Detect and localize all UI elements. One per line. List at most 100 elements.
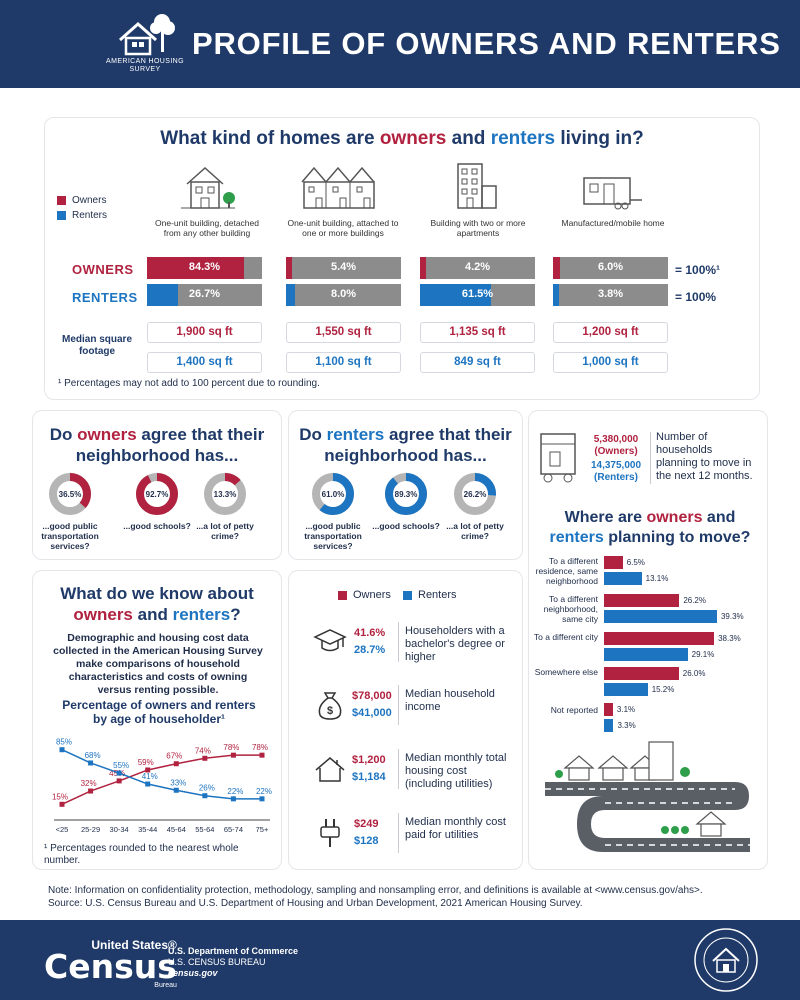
header-banner: AMERICAN HOUSING SURVEY PROFILE OF OWNER… bbox=[0, 0, 800, 88]
home-type-detached: One-unit building, detached from any oth… bbox=[147, 160, 267, 238]
owners-row-label: OWNERS bbox=[72, 262, 134, 277]
title-text: agree that their bbox=[136, 425, 265, 444]
title-text: and bbox=[702, 509, 736, 526]
donut-value: 26.2% bbox=[464, 490, 487, 499]
renters-data-label: 33% bbox=[170, 778, 186, 787]
apartment-building-icon bbox=[457, 163, 497, 209]
title-text: neighborhood has... bbox=[75, 446, 239, 465]
donut-label: ...good schools? bbox=[123, 521, 191, 531]
owners-move-bar bbox=[604, 703, 613, 716]
divider bbox=[398, 622, 399, 662]
moving-panel bbox=[528, 410, 768, 870]
renters-bar-value: 8.0% bbox=[330, 288, 357, 300]
title-text: living in? bbox=[555, 128, 644, 149]
home-type-label: One-unit building, detached from any oth… bbox=[155, 218, 259, 238]
donut-arc bbox=[204, 473, 246, 515]
owners-bar-value: 84.3% bbox=[188, 261, 221, 273]
renters-point bbox=[202, 793, 208, 799]
graduation-cap-icon bbox=[313, 629, 347, 652]
owners-data-label: 15% bbox=[52, 792, 68, 801]
title-text: neighborhood has... bbox=[324, 446, 487, 465]
renters-move-bar bbox=[604, 648, 688, 661]
owners-move-value: 3.1% bbox=[616, 705, 636, 714]
title-text: Do bbox=[299, 425, 327, 444]
renters-move-value: 39.3% bbox=[720, 612, 744, 621]
stat-label: Median monthly total housing cost (inclu… bbox=[405, 752, 507, 790]
stats-legend-owners: Owners bbox=[338, 589, 391, 601]
owners-move-bar bbox=[604, 556, 623, 569]
renters-moving-count: 14,375,000 (Renters) bbox=[583, 460, 649, 484]
x-tick-label: 25-29 bbox=[81, 825, 100, 834]
power-plug-icon bbox=[320, 819, 340, 847]
house-tree-logo-icon bbox=[119, 14, 175, 56]
donut-arc bbox=[136, 473, 178, 515]
ahs-logo: AMERICAN HOUSING SURVEY bbox=[70, 10, 220, 80]
renters-total: = 100% bbox=[675, 290, 717, 304]
owners-move-value: 26.0% bbox=[682, 669, 706, 678]
money-bag-icon: $ bbox=[318, 692, 342, 720]
owners-point bbox=[145, 767, 151, 773]
title-renters: renters bbox=[326, 425, 385, 444]
renters-bar-detached: 26.7% bbox=[147, 284, 262, 306]
owners-move-bar bbox=[604, 667, 679, 680]
legend-owners-label: Owners bbox=[72, 195, 107, 206]
owners-data-label: 67% bbox=[166, 752, 182, 761]
owners-total: = 100%¹ bbox=[675, 263, 721, 277]
sqft-label-line: Median square bbox=[61, 334, 133, 345]
home-type-apartments: Building with two or more apartments bbox=[418, 160, 538, 238]
divider bbox=[398, 813, 399, 853]
donut-value: 13.3% bbox=[214, 490, 237, 499]
title-owners: owners bbox=[379, 128, 447, 149]
chart-title-line: by age of householder¹ bbox=[92, 712, 225, 726]
logo-census: Census bbox=[44, 947, 177, 986]
title-renters: renters bbox=[490, 128, 556, 149]
home-type-label: Manufactured/mobile home bbox=[561, 218, 665, 228]
renters-data-label: 22% bbox=[256, 787, 272, 796]
count-tag: (Renters) bbox=[594, 472, 638, 483]
owners-sqft: 1,135 sq ft bbox=[420, 322, 535, 343]
renters-point bbox=[116, 770, 122, 776]
renters-bar-apartments: 61.5% bbox=[420, 284, 535, 306]
title-owners: owners bbox=[77, 425, 137, 444]
source-line: Source: U.S. Census Bureau and U.S. Depa… bbox=[48, 898, 583, 909]
know-panel bbox=[32, 570, 282, 870]
legend-renters-label: Renters bbox=[418, 589, 457, 601]
owners-bar-value: 6.0% bbox=[597, 261, 624, 273]
owners-bar-detached: 84.3% bbox=[147, 257, 262, 279]
legend-renters-label: Renters bbox=[72, 210, 108, 221]
renters-move-bar bbox=[604, 572, 642, 585]
census-logo: United States® Census Bureau bbox=[44, 938, 177, 989]
owners-bar-fill bbox=[420, 257, 426, 279]
donut-arc bbox=[454, 473, 496, 515]
logo-text-1: AMERICAN HOUSING bbox=[106, 58, 184, 65]
owners-sqft: 1,200 sq ft bbox=[553, 322, 668, 343]
owners-move-bar bbox=[604, 632, 715, 645]
title-renters: renters bbox=[172, 605, 231, 624]
renters-data-label: 41% bbox=[142, 772, 158, 781]
owners-point bbox=[202, 755, 208, 761]
website-link[interactable]: census.gov bbox=[168, 968, 218, 978]
age-chart-footnote: ¹ Percentages rounded to the nearest who… bbox=[44, 843, 239, 866]
legend-owners: Owners bbox=[57, 195, 106, 206]
neighborhood-road-illustration bbox=[545, 741, 750, 852]
source-note: Note: Information on confidentiality pro… bbox=[48, 884, 703, 910]
logo-us: United States® bbox=[91, 938, 177, 952]
owners-agree-title: Do owners agree that their neighborhood h… bbox=[32, 424, 282, 466]
townhouses-icon bbox=[301, 166, 375, 209]
x-tick-label: 65-74 bbox=[224, 825, 243, 834]
donut-label: ...good public transportation services? bbox=[41, 521, 99, 551]
donut-renters-transport: 61.0% bbox=[311, 472, 355, 516]
title-owners: owners bbox=[73, 605, 133, 624]
renters-point bbox=[259, 796, 265, 802]
renters-bar-value: 3.8% bbox=[597, 288, 624, 300]
sqft-row-label: Median square footage bbox=[52, 334, 142, 358]
renters-bar-fill bbox=[286, 284, 296, 306]
stat-label: Median household income bbox=[405, 688, 495, 713]
owners-bar-value: 4.2% bbox=[464, 261, 491, 273]
owners-move-value: 6.5% bbox=[626, 558, 645, 567]
home-type-attached: One-unit building, attached to one or mo… bbox=[283, 160, 403, 238]
renters-bar-attached: 8.0% bbox=[286, 284, 401, 306]
donut-arc bbox=[385, 473, 427, 515]
chart-title-line: Percentage of owners and renters bbox=[62, 698, 256, 712]
donut-owners-crime: 13.3% bbox=[203, 472, 247, 516]
